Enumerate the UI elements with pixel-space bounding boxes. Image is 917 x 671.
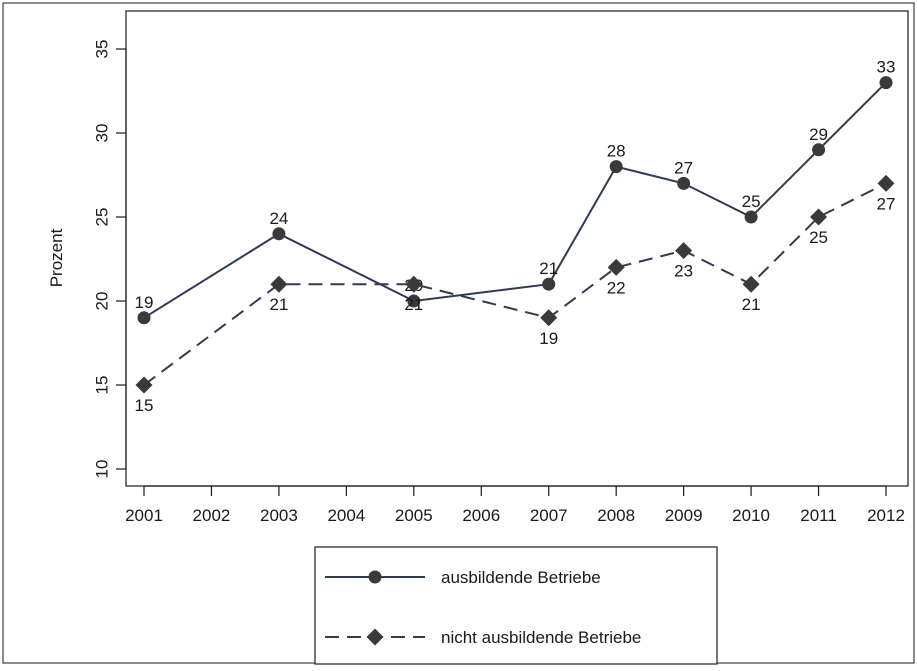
data-label: 27 — [877, 194, 896, 213]
data-point-diamond — [675, 242, 693, 260]
data-label: 22 — [607, 278, 626, 297]
series-nicht-ausbildende: 15 21 21 19 22 23 21 25 27 — [135, 174, 896, 415]
y-axis-label: Prozent — [47, 228, 66, 287]
x-tick-label: 2001 — [125, 506, 163, 525]
data-label: 21 — [404, 295, 423, 314]
data-label: 23 — [674, 262, 693, 281]
x-tick-label: 2007 — [530, 506, 568, 525]
data-label: 25 — [809, 228, 828, 247]
series-ausbildende: 192420212827252933 — [135, 58, 896, 325]
data-point-diamond — [877, 174, 895, 192]
data-point-circle — [407, 294, 421, 308]
data-label: 24 — [269, 209, 288, 228]
data-point-diamond — [810, 208, 828, 226]
x-tick-label: 2008 — [597, 506, 635, 525]
data-label: 19 — [539, 329, 558, 348]
data-label: 28 — [607, 142, 626, 161]
legend-marker-circle — [368, 570, 382, 584]
data-point-circle — [137, 311, 151, 325]
data-point-circle — [677, 176, 691, 190]
legend: ausbildende Betriebe nicht ausbildende Be… — [314, 546, 718, 665]
data-label: 33 — [877, 58, 896, 77]
y-tick-label: 35 — [92, 40, 111, 59]
x-tick-label: 2011 — [800, 506, 837, 525]
y-tick-label: 20 — [92, 292, 111, 311]
x-tick-label: 2003 — [260, 506, 298, 525]
data-point-diamond — [742, 275, 760, 293]
series-layer: 192420212827252933152121192223212527 — [135, 58, 896, 415]
x-axis: 2001 2002 2003 2004 2005 2006 2007 2008 2009 2010… — [125, 485, 905, 525]
legend-marker-diamond — [366, 628, 384, 646]
data-point-circle — [542, 277, 556, 291]
y-tick-label: 15 — [92, 376, 111, 395]
data-point-diamond — [270, 275, 288, 293]
x-tick-label: 2002 — [193, 506, 231, 525]
y-axis: 10 15 20 25 30 35 — [92, 40, 127, 479]
y-tick-label: 30 — [92, 124, 111, 143]
x-tick-label: 2005 — [395, 506, 433, 525]
legend-label: nicht ausbildende Betriebe — [441, 628, 641, 647]
data-label: 15 — [135, 396, 154, 415]
data-label: 21 — [742, 295, 761, 314]
x-tick-label: 2006 — [462, 506, 500, 525]
data-label: 19 — [135, 293, 154, 312]
data-label: 21 — [539, 259, 558, 278]
data-point-circle — [272, 227, 286, 241]
x-tick-label: 2009 — [665, 506, 703, 525]
series-line — [143, 182, 887, 386]
data-label: 27 — [674, 158, 693, 177]
data-point-diamond — [405, 275, 423, 293]
data-point-diamond — [540, 309, 558, 327]
data-point-circle — [812, 143, 826, 157]
y-tick-label: 10 — [92, 460, 111, 479]
data-label: 29 — [809, 125, 828, 144]
x-tick-label: 2012 — [867, 506, 905, 525]
y-tick-label: 25 — [92, 208, 111, 227]
data-label: 21 — [269, 295, 288, 314]
data-point-circle — [609, 160, 623, 174]
legend-label: ausbildende Betriebe — [441, 568, 601, 587]
data-point-circle — [879, 76, 893, 90]
data-label: 25 — [742, 192, 761, 211]
x-tick-label: 2010 — [732, 506, 770, 525]
data-point-circle — [744, 210, 758, 224]
data-point-diamond — [135, 376, 153, 394]
x-tick-label: 2004 — [327, 506, 365, 525]
legend-box — [314, 546, 718, 665]
data-point-diamond — [607, 258, 625, 276]
